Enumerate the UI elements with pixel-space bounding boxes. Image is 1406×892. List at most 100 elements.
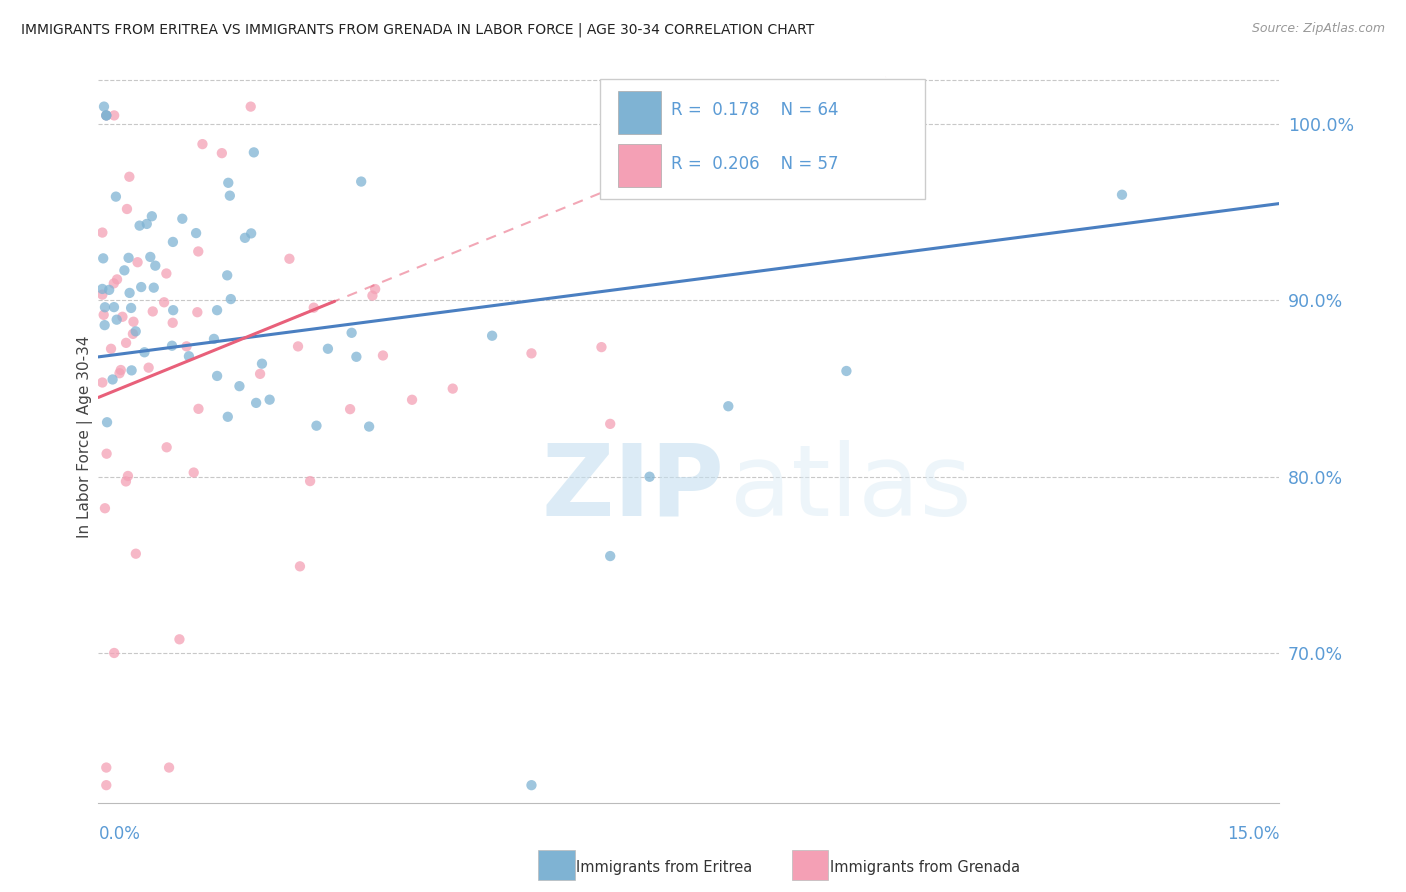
- Point: [117, 469, 139, 483]
- Point: [835, 364, 858, 378]
- Point: [103, 108, 125, 122]
- Point: [101, 372, 124, 386]
- Point: [157, 760, 180, 774]
- FancyBboxPatch shape: [600, 78, 925, 200]
- Point: [250, 357, 273, 371]
- Point: [96, 415, 118, 429]
- Point: [91, 282, 114, 296]
- Point: [98, 283, 121, 297]
- Point: [94, 300, 117, 314]
- Point: [205, 368, 228, 383]
- Text: Source: ZipAtlas.com: Source: ZipAtlas.com: [1251, 22, 1385, 36]
- Point: [288, 559, 311, 574]
- Text: 15.0%: 15.0%: [1227, 825, 1279, 843]
- Point: [217, 176, 239, 190]
- Point: [105, 272, 128, 286]
- Point: [122, 326, 145, 341]
- FancyBboxPatch shape: [619, 144, 661, 187]
- Point: [169, 632, 191, 647]
- Point: [172, 211, 194, 226]
- Point: [184, 226, 207, 240]
- Point: [228, 379, 250, 393]
- Point: [143, 259, 166, 273]
- Point: [217, 268, 239, 283]
- Point: [141, 209, 163, 223]
- Point: [520, 778, 543, 792]
- Point: [162, 235, 184, 249]
- Point: [202, 332, 225, 346]
- Point: [93, 308, 115, 322]
- Point: [115, 475, 138, 489]
- Point: [249, 367, 271, 381]
- Text: R =  0.178    N = 64: R = 0.178 N = 64: [671, 102, 839, 120]
- Point: [125, 547, 148, 561]
- Point: [96, 108, 118, 122]
- Point: [239, 100, 262, 114]
- Point: [103, 300, 125, 314]
- Text: Immigrants from Grenada: Immigrants from Grenada: [830, 860, 1019, 874]
- Point: [138, 360, 160, 375]
- Point: [299, 474, 322, 488]
- Point: [187, 244, 209, 259]
- Point: [91, 376, 114, 390]
- Y-axis label: In Labor Force | Age 30-34: In Labor Force | Age 30-34: [76, 335, 93, 539]
- Point: [96, 108, 118, 122]
- Point: [359, 419, 381, 434]
- Point: [135, 217, 157, 231]
- Point: [129, 280, 152, 294]
- Point: [115, 335, 138, 350]
- Point: [245, 396, 267, 410]
- Point: [103, 646, 125, 660]
- Point: [160, 339, 183, 353]
- Point: [103, 277, 125, 291]
- Point: [155, 267, 177, 281]
- Point: [316, 342, 339, 356]
- Point: [361, 288, 384, 302]
- Text: IMMIGRANTS FROM ERITREA VS IMMIGRANTS FROM GRENADA IN LABOR FORCE | AGE 30-34 CO: IMMIGRANTS FROM ERITREA VS IMMIGRANTS FR…: [21, 22, 814, 37]
- Point: [278, 252, 301, 266]
- Point: [205, 303, 228, 318]
- Point: [302, 301, 325, 315]
- Point: [105, 312, 128, 326]
- Point: [127, 255, 149, 269]
- Point: [183, 466, 205, 480]
- Point: [115, 202, 138, 216]
- Point: [125, 324, 148, 338]
- Point: [91, 226, 114, 240]
- Text: 0.0%: 0.0%: [98, 825, 141, 843]
- Point: [142, 304, 165, 318]
- Point: [599, 549, 621, 563]
- Point: [218, 188, 240, 202]
- Point: [104, 189, 127, 203]
- Text: R =  0.206    N = 57: R = 0.206 N = 57: [671, 154, 839, 173]
- Point: [96, 760, 118, 774]
- Point: [162, 303, 184, 318]
- Point: [162, 316, 184, 330]
- Text: atlas: atlas: [730, 440, 972, 537]
- Point: [340, 326, 363, 340]
- Point: [339, 402, 361, 417]
- Point: [93, 100, 115, 114]
- Point: [96, 108, 118, 122]
- Point: [259, 392, 281, 407]
- Point: [177, 349, 200, 363]
- Point: [111, 310, 134, 324]
- Point: [520, 346, 543, 360]
- Point: [94, 501, 117, 516]
- Point: [187, 401, 209, 416]
- Point: [153, 295, 176, 310]
- Point: [120, 301, 142, 315]
- Point: [638, 469, 661, 483]
- Text: Immigrants from Eritrea: Immigrants from Eritrea: [576, 860, 752, 874]
- Text: ZIP: ZIP: [541, 440, 724, 537]
- Point: [134, 345, 156, 359]
- Point: [142, 280, 165, 294]
- Point: [717, 399, 740, 413]
- Point: [219, 292, 242, 306]
- Point: [110, 363, 132, 377]
- Point: [344, 350, 367, 364]
- Point: [211, 146, 233, 161]
- Point: [441, 382, 464, 396]
- Point: [91, 252, 114, 266]
- Point: [305, 418, 328, 433]
